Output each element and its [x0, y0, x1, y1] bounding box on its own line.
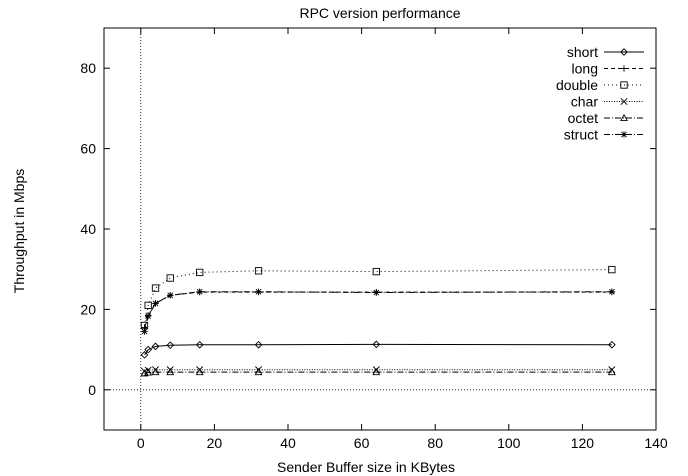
x-tick-label: 140 [644, 435, 668, 451]
data-point-struct [167, 292, 173, 298]
x-tick-label: 40 [280, 435, 296, 451]
y-tick-label: 20 [80, 301, 96, 317]
legend-label-double: double [556, 77, 598, 93]
x-tick-label: 0 [137, 435, 145, 451]
data-point-double [167, 275, 173, 281]
x-axis-label: Sender Buffer size in KBytes [277, 459, 455, 475]
x-tick-label: 20 [207, 435, 223, 451]
x-tick-label: 60 [354, 435, 370, 451]
series-line-struct [145, 292, 612, 332]
legend-label-short: short [567, 44, 598, 60]
y-tick-label: 60 [80, 141, 96, 157]
data-point-double [152, 285, 158, 291]
legend-label-char: char [571, 94, 599, 110]
data-point-struct [609, 289, 615, 295]
data-point-short [141, 352, 147, 358]
data-point-struct [255, 289, 261, 295]
chart-title: RPC version performance [299, 5, 460, 21]
y-tick-label: 0 [88, 382, 96, 398]
data-point-struct [196, 289, 202, 295]
y-axis-label: Throughput in Mbps [11, 169, 27, 294]
legend-label-long: long [572, 61, 598, 77]
x-tick-label: 120 [571, 435, 595, 451]
x-tick-label: 100 [497, 435, 521, 451]
data-point-struct [152, 300, 158, 306]
legend-label-struct: struct [564, 127, 598, 143]
data-point-struct [373, 289, 379, 295]
legend-marker-struct [621, 131, 627, 137]
legend-label-octet: octet [568, 110, 598, 126]
x-tick-label: 80 [427, 435, 443, 451]
series-line-long [145, 292, 612, 327]
legend-marker-long [621, 65, 627, 71]
data-point-double [609, 266, 615, 272]
series-line-double [145, 270, 612, 326]
y-tick-label: 40 [80, 221, 96, 237]
data-point-struct [145, 313, 151, 319]
y-tick-label: 80 [80, 60, 96, 76]
data-point-struct [141, 328, 147, 334]
data-point-double [373, 268, 379, 274]
